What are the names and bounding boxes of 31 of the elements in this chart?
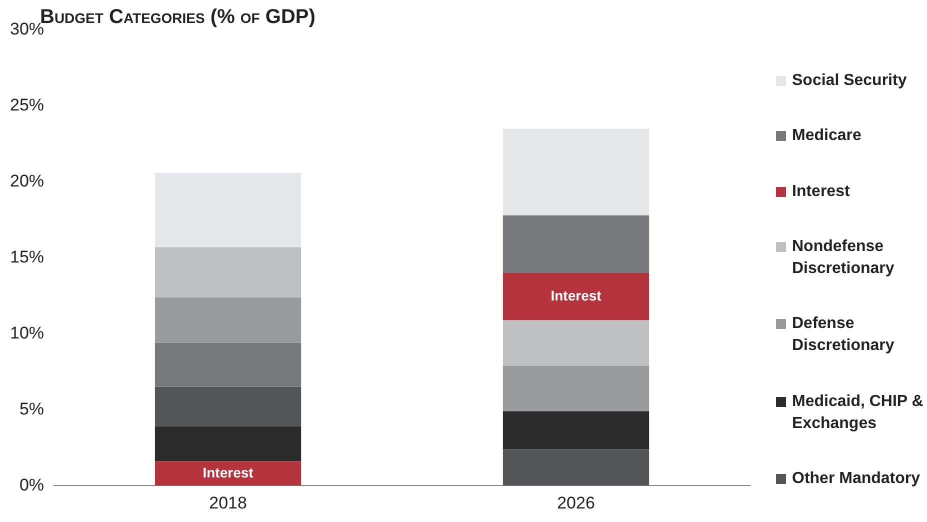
y-tick-label: 0% (19, 475, 44, 494)
bar (502, 215, 650, 273)
legend-label: Nondefense Discretionary (792, 236, 896, 279)
legend-label: Medicaid, CHIP & Exchanges (792, 392, 924, 434)
legend-label: Interest (792, 182, 850, 202)
data-label: Interest (550, 287, 602, 304)
legend-label: Medicare (792, 126, 862, 146)
y-tick-label: 20% (10, 172, 44, 191)
bar (502, 449, 650, 486)
bar (502, 320, 650, 366)
legend-label: Other Mandatory (792, 468, 920, 489)
x-tick-label: 2026 (557, 493, 595, 512)
data-label: Interest (202, 464, 254, 480)
x-tick-label: 2018 (209, 493, 247, 512)
bar (154, 247, 302, 298)
bar (154, 342, 302, 387)
bar (154, 461, 302, 486)
bar (154, 297, 302, 343)
y-tick-label: 25% (10, 96, 44, 115)
bar (154, 426, 302, 462)
y-tick-label: 15% (10, 247, 44, 266)
bar (154, 172, 302, 248)
legend-label: Defense Discretionary (792, 314, 896, 356)
y-tick-label: 5% (19, 399, 44, 418)
bar (502, 411, 650, 450)
legend-label: Social Security (792, 71, 907, 91)
y-tick-label: 10% (10, 323, 44, 342)
bar (502, 272, 650, 320)
bar (502, 128, 650, 216)
bar (154, 386, 302, 426)
bar (502, 366, 650, 412)
